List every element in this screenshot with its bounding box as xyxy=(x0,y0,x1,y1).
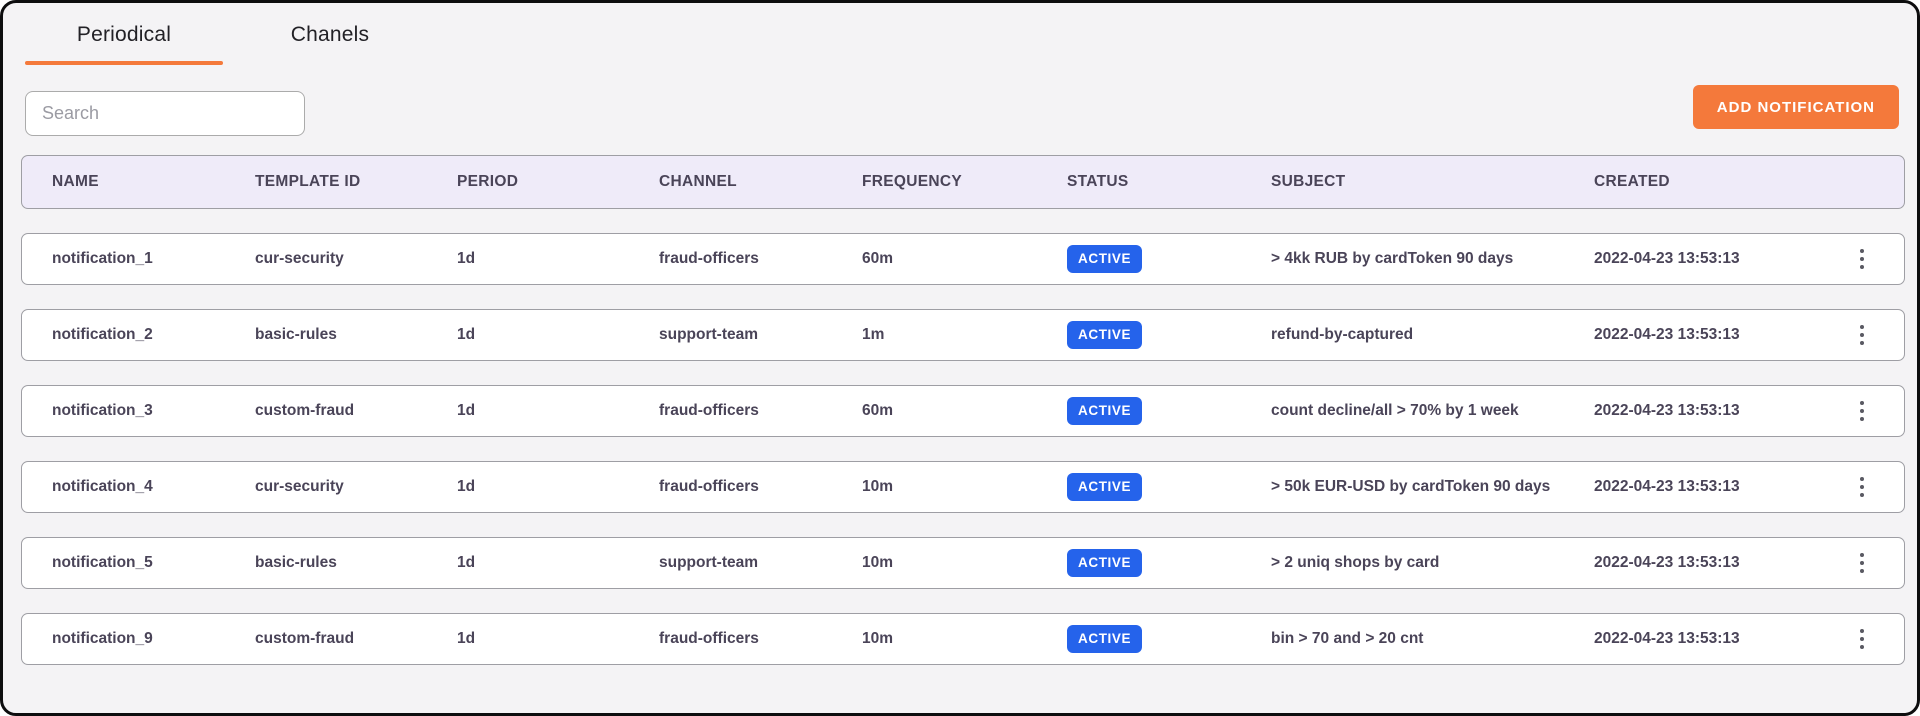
cell-frequency: 60m xyxy=(862,402,1067,420)
cell-template-id: cur-security xyxy=(255,478,457,496)
column-header: NAME xyxy=(52,173,255,191)
cell-frequency: 1m xyxy=(862,326,1067,344)
cell-period: 1d xyxy=(457,326,659,344)
cell-status: ACTIVE xyxy=(1067,321,1271,349)
column-header: PERIOD xyxy=(457,173,659,191)
kebab-menu-icon xyxy=(1860,477,1864,497)
cell-name: notification_3 xyxy=(52,402,255,420)
table-body: notification_1 cur-security 1d fraud-off… xyxy=(21,233,1905,665)
cell-subject: bin > 70 and > 20 cnt xyxy=(1271,630,1594,648)
cell-period: 1d xyxy=(457,554,659,572)
cell-channel: fraud-officers xyxy=(659,250,862,268)
cell-template-id: custom-fraud xyxy=(255,402,457,420)
cell-name: notification_5 xyxy=(52,554,255,572)
cell-status: ACTIVE xyxy=(1067,625,1271,653)
cell-channel: support-team xyxy=(659,554,862,572)
column-header: CREATED xyxy=(1594,173,1842,191)
row-menu-button[interactable] xyxy=(1848,471,1876,503)
cell-template-id: basic-rules xyxy=(255,326,457,344)
table-row: notification_9 custom-fraud 1d fraud-off… xyxy=(21,613,1905,665)
cell-template-id: basic-rules xyxy=(255,554,457,572)
cell-frequency: 10m xyxy=(862,478,1067,496)
cell-channel: fraud-officers xyxy=(659,402,862,420)
active-tab-underline xyxy=(25,61,223,65)
tab-periodical-label: Periodical xyxy=(77,23,171,46)
cell-created: 2022-04-23 13:53:13 xyxy=(1594,326,1842,344)
row-menu-button[interactable] xyxy=(1848,319,1876,351)
kebab-menu-icon xyxy=(1860,553,1864,573)
cell-name: notification_9 xyxy=(52,630,255,648)
cell-period: 1d xyxy=(457,478,659,496)
table-header-row: NAMETEMPLATE IDPERIODCHANNELFREQUENCYSTA… xyxy=(21,155,1905,209)
cell-status: ACTIVE xyxy=(1067,245,1271,273)
cell-created: 2022-04-23 13:53:13 xyxy=(1594,554,1842,572)
status-badge: ACTIVE xyxy=(1067,625,1142,653)
cell-template-id: custom-fraud xyxy=(255,630,457,648)
search-input[interactable] xyxy=(25,91,305,136)
notifications-table: NAMETEMPLATE IDPERIODCHANNELFREQUENCYSTA… xyxy=(21,155,1905,665)
status-badge: ACTIVE xyxy=(1067,245,1142,273)
cell-name: notification_2 xyxy=(52,326,255,344)
cell-name: notification_1 xyxy=(52,250,255,268)
cell-period: 1d xyxy=(457,402,659,420)
kebab-menu-icon xyxy=(1860,325,1864,345)
kebab-menu-icon xyxy=(1860,629,1864,649)
cell-channel: support-team xyxy=(659,326,862,344)
cell-subject: count decline/all > 70% by 1 week xyxy=(1271,402,1594,420)
column-header: FREQUENCY xyxy=(862,173,1067,191)
table-row: notification_5 basic-rules 1d support-te… xyxy=(21,537,1905,589)
tab-bar: Periodical Chanels xyxy=(21,17,433,65)
column-header: CHANNEL xyxy=(659,173,862,191)
table-row: notification_2 basic-rules 1d support-te… xyxy=(21,309,1905,361)
cell-template-id: cur-security xyxy=(255,250,457,268)
cell-channel: fraud-officers xyxy=(659,630,862,648)
kebab-menu-icon xyxy=(1860,249,1864,269)
table-row: notification_1 cur-security 1d fraud-off… xyxy=(21,233,1905,285)
status-badge: ACTIVE xyxy=(1067,473,1142,501)
cell-status: ACTIVE xyxy=(1067,397,1271,425)
column-header: STATUS xyxy=(1067,173,1271,191)
table-row: notification_3 custom-fraud 1d fraud-off… xyxy=(21,385,1905,437)
cell-period: 1d xyxy=(457,630,659,648)
cell-created: 2022-04-23 13:53:13 xyxy=(1594,250,1842,268)
status-badge: ACTIVE xyxy=(1067,549,1142,577)
cell-period: 1d xyxy=(457,250,659,268)
row-menu-button[interactable] xyxy=(1848,547,1876,579)
app-window: Periodical Chanels ADD NOTIFICATION NAME… xyxy=(0,0,1920,716)
table-row: notification_4 cur-security 1d fraud-off… xyxy=(21,461,1905,513)
column-header: SUBJECT xyxy=(1271,173,1594,191)
row-menu-button[interactable] xyxy=(1848,243,1876,275)
cell-status: ACTIVE xyxy=(1067,549,1271,577)
cell-subject: refund-by-captured xyxy=(1271,326,1594,344)
column-header: TEMPLATE ID xyxy=(255,173,457,191)
cell-channel: fraud-officers xyxy=(659,478,862,496)
cell-subject: > 2 uniq shops by card xyxy=(1271,554,1594,572)
cell-created: 2022-04-23 13:53:13 xyxy=(1594,478,1842,496)
status-badge: ACTIVE xyxy=(1067,397,1142,425)
row-menu-button[interactable] xyxy=(1848,623,1876,655)
cell-frequency: 60m xyxy=(862,250,1067,268)
row-menu-button[interactable] xyxy=(1848,395,1876,427)
add-notification-button[interactable]: ADD NOTIFICATION xyxy=(1693,85,1899,129)
tab-periodical[interactable]: Periodical xyxy=(21,17,227,65)
tab-chanels[interactable]: Chanels xyxy=(227,17,433,65)
kebab-menu-icon xyxy=(1860,401,1864,421)
tab-chanels-label: Chanels xyxy=(291,23,369,46)
cell-created: 2022-04-23 13:53:13 xyxy=(1594,402,1842,420)
status-badge: ACTIVE xyxy=(1067,321,1142,349)
cell-name: notification_4 xyxy=(52,478,255,496)
cell-status: ACTIVE xyxy=(1067,473,1271,501)
cell-created: 2022-04-23 13:53:13 xyxy=(1594,630,1842,648)
cell-subject: > 4kk RUB by cardToken 90 days xyxy=(1271,250,1594,268)
cell-frequency: 10m xyxy=(862,554,1067,572)
cell-subject: > 50k EUR-USD by cardToken 90 days xyxy=(1271,478,1594,496)
cell-frequency: 10m xyxy=(862,630,1067,648)
